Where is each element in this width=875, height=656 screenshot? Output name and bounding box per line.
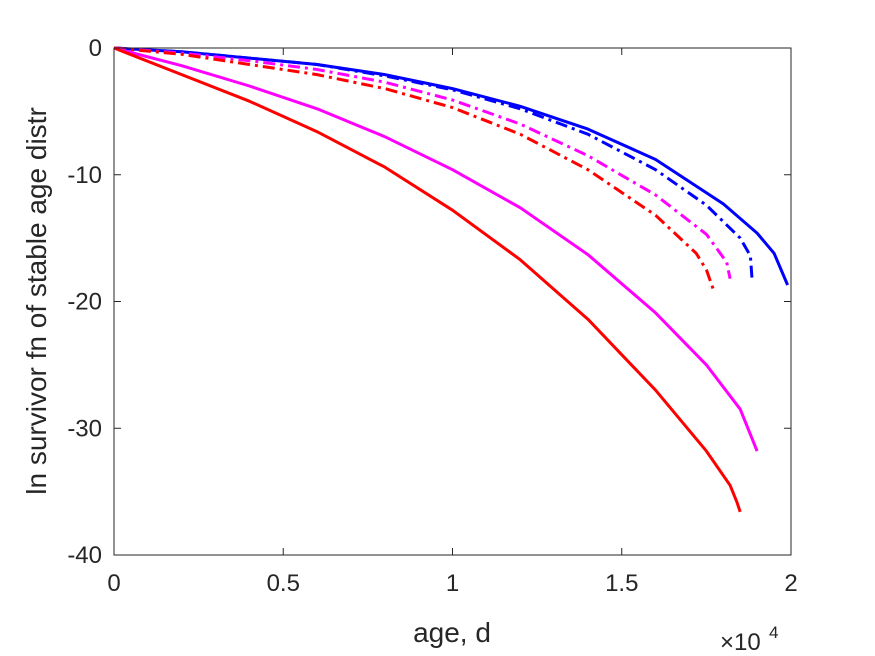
y-axis-label: ln survivor fn of stable age distr	[21, 107, 52, 495]
x-tick-label: 2	[784, 570, 797, 597]
x-tick-label: 0	[107, 570, 120, 597]
y-tick-label: 0	[89, 35, 102, 62]
series-line-4	[113, 46, 715, 290]
x-axis-exponent-power: 4	[769, 623, 778, 642]
y-tick-label: -20	[67, 289, 102, 316]
y-tick-label: -30	[67, 415, 102, 442]
x-tick-label: 1.5	[605, 570, 638, 597]
x-axis-label: age, d	[413, 617, 491, 648]
series-line-2	[113, 46, 754, 281]
y-tick-label: -40	[67, 542, 102, 569]
series-line-3	[113, 46, 732, 280]
x-axis-exponent: ×10	[720, 629, 761, 656]
series-layer	[113, 46, 789, 513]
ticks-layer: 0 0.5 1 1.5 2 0 -10 -20 -30 -40	[67, 35, 797, 597]
series-line-6	[113, 46, 742, 513]
x-tick-label: 1	[446, 570, 459, 597]
series-line-5	[113, 46, 759, 452]
x-tick-label: 0.5	[267, 570, 300, 597]
y-tick-label: -10	[67, 162, 102, 189]
